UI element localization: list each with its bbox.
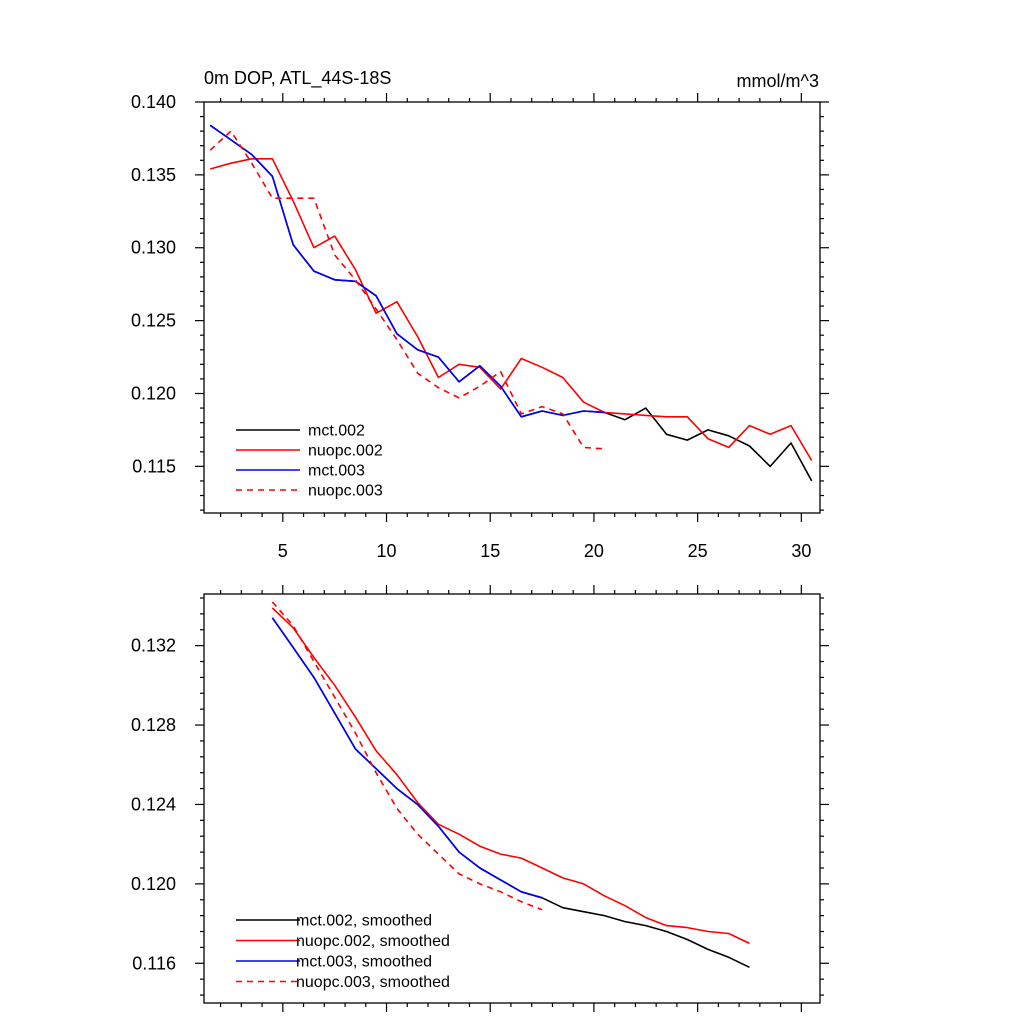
legend-label: nuopc.003 <box>308 483 383 500</box>
top-chart-panel: 0m DOP, ATL_44S-18S mmol/m^3 5 10 15 20 25 30… <box>131 68 829 561</box>
series-line-nuopc-003 <box>209 130 605 450</box>
x-tick-label: 5 <box>278 541 288 561</box>
x-tick-label: 15 <box>480 541 500 561</box>
series-line-mct-003 <box>209 124 605 418</box>
units-label: mmol/m^3 <box>737 71 819 91</box>
y-tick-label: 0.120 <box>131 874 176 894</box>
y-tick-label: 0.135 <box>131 165 176 185</box>
legend-label: mct.003 <box>308 463 365 480</box>
plot-frame <box>203 101 821 514</box>
y-tick-label: 0.140 <box>131 92 176 112</box>
legend-label: mct.002, smoothed <box>296 913 432 930</box>
series-line-mct-002 <box>209 124 813 482</box>
legend-label: nuopc.002, smoothed <box>296 933 450 950</box>
y-tick-label: 0.130 <box>131 238 176 258</box>
y-tick-label: 0.116 <box>132 953 176 973</box>
y-tick-label: 0.120 <box>131 383 176 403</box>
x-tick-label: 20 <box>584 541 604 561</box>
y-tick-label: 0.124 <box>131 794 176 814</box>
chart-legend: mct.002, smoothed nuopc.002, smoothed mct.… <box>236 913 450 991</box>
series-line-nuopc-003-smoothed <box>271 601 543 911</box>
plot-frame <box>203 593 821 1004</box>
x-tick-label: 25 <box>688 541 708 561</box>
y-tick-label: 0.125 <box>131 311 176 331</box>
y-tick-label: 0.115 <box>132 456 176 476</box>
series-line-nuopc-002 <box>209 158 813 461</box>
y-tick-label: 0.132 <box>131 636 176 656</box>
chart-title: 0m DOP, ATL_44S-18S <box>204 68 391 89</box>
legend-label: mct.003, smoothed <box>296 954 432 971</box>
bottom-chart-panel: 0.132 0.128 0.124 0.120 0.116 mct.002, smooth… <box>131 585 829 1012</box>
chart-legend: mct.002 nuopc.002 mct.003 nuopc.003 <box>236 423 383 500</box>
series-line-mct-003-smoothed <box>271 617 543 899</box>
x-tick-label: 30 <box>791 541 811 561</box>
legend-label: mct.002 <box>308 423 365 440</box>
legend-label: nuopc.002 <box>308 443 383 460</box>
x-tick-label: 10 <box>377 541 397 561</box>
legend-label: nuopc.003, smoothed <box>296 974 450 991</box>
y-tick-label: 0.128 <box>131 715 176 735</box>
series-line-nuopc-002-smoothed <box>271 607 750 945</box>
